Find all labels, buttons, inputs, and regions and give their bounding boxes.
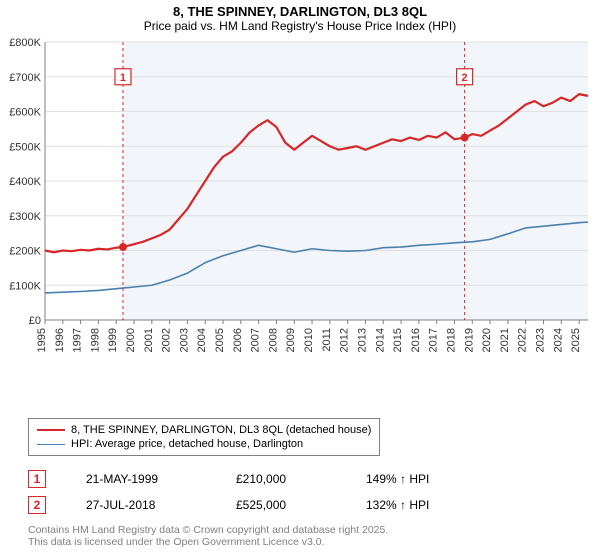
svg-text:£300K: £300K [9, 211, 41, 223]
svg-text:2012: 2012 [339, 328, 351, 352]
svg-text:2005: 2005 [214, 328, 226, 352]
svg-text:£500K: £500K [9, 141, 41, 153]
legend-item: 8, THE SPINNEY, DARLINGTON, DL3 8QL (det… [37, 423, 371, 437]
legend-label: HPI: Average price, detached house, Darl… [71, 438, 303, 450]
svg-text:2023: 2023 [534, 328, 546, 352]
footer-attribution: Contains HM Land Registry data © Crown c… [28, 524, 388, 548]
svg-text:2018: 2018 [445, 328, 457, 352]
svg-text:2016: 2016 [410, 328, 422, 352]
svg-text:2019: 2019 [463, 328, 475, 352]
svg-text:2002: 2002 [161, 328, 173, 352]
svg-text:2007: 2007 [250, 328, 262, 352]
svg-text:2000: 2000 [125, 328, 137, 352]
svg-text:2008: 2008 [267, 328, 279, 352]
line-chart: £0 £100K £200K £300K £400K £500K £600K £700K £80… [0, 0, 600, 370]
svg-text:£200K: £200K [9, 246, 41, 258]
marker-date: 21-MAY-1999 [86, 472, 196, 486]
legend-swatch [37, 444, 65, 445]
marker-date: 27-JUL-2018 [86, 498, 196, 512]
svg-text:2022: 2022 [517, 328, 529, 352]
marker-table: 1 21-MAY-1999 £210,000 149% ↑ HPI 2 27-JUL-20… [28, 466, 429, 518]
marker-table-row: 2 27-JUL-2018 £525,000 132% ↑ HPI [28, 492, 429, 518]
svg-text:2024: 2024 [552, 328, 564, 352]
svg-text:2014: 2014 [374, 328, 386, 352]
svg-text:2011: 2011 [321, 328, 333, 352]
svg-text:2021: 2021 [499, 328, 511, 352]
svg-text:1999: 1999 [107, 328, 119, 352]
svg-text:2006: 2006 [232, 328, 244, 352]
svg-text:£400K: £400K [9, 176, 41, 188]
svg-text:£700K: £700K [9, 72, 41, 84]
svg-text:2001: 2001 [143, 328, 155, 352]
marker-number-box: 1 [28, 470, 46, 488]
svg-text:2004: 2004 [196, 328, 208, 352]
legend-swatch [37, 429, 65, 431]
legend-item: HPI: Average price, detached house, Darl… [37, 437, 371, 451]
svg-text:2: 2 [462, 72, 468, 84]
marker-number-box: 2 [28, 496, 46, 514]
svg-text:2020: 2020 [481, 328, 493, 352]
svg-text:£100K: £100K [9, 280, 41, 292]
footer-line2: This data is licensed under the Open Gov… [28, 536, 388, 548]
svg-text:2013: 2013 [356, 328, 368, 352]
svg-text:2025: 2025 [570, 328, 582, 352]
marker-pct: 149% ↑ HPI [366, 472, 429, 486]
legend-label: 8, THE SPINNEY, DARLINGTON, DL3 8QL (det… [71, 424, 371, 436]
svg-text:£800K: £800K [9, 37, 41, 49]
svg-text:£600K: £600K [9, 107, 41, 119]
marker-pct: 132% ↑ HPI [366, 498, 429, 512]
footer-line1: Contains HM Land Registry data © Crown c… [28, 524, 388, 536]
svg-text:£0: £0 [29, 315, 41, 327]
svg-text:2010: 2010 [303, 328, 315, 352]
marker-price: £210,000 [236, 472, 326, 486]
legend: 8, THE SPINNEY, DARLINGTON, DL3 8QL (det… [28, 418, 380, 456]
svg-text:1996: 1996 [54, 328, 66, 352]
svg-text:2003: 2003 [178, 328, 190, 352]
svg-text:1997: 1997 [72, 328, 84, 352]
svg-text:1: 1 [120, 72, 126, 84]
svg-text:2015: 2015 [392, 328, 404, 352]
marker-price: £525,000 [236, 498, 326, 512]
marker-table-row: 1 21-MAY-1999 £210,000 149% ↑ HPI [28, 466, 429, 492]
svg-text:2009: 2009 [285, 328, 297, 352]
svg-text:1998: 1998 [89, 328, 101, 352]
svg-text:1995: 1995 [36, 328, 48, 352]
svg-text:2017: 2017 [428, 328, 440, 352]
